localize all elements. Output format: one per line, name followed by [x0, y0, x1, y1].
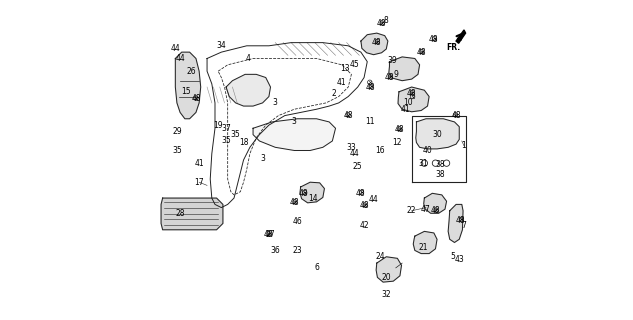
- Text: 16: 16: [375, 146, 385, 155]
- Polygon shape: [226, 74, 270, 106]
- Text: 45: 45: [349, 60, 360, 69]
- Text: 34: 34: [216, 41, 226, 50]
- Text: 48: 48: [344, 111, 353, 120]
- Text: 11: 11: [366, 117, 375, 126]
- Text: 48: 48: [372, 38, 382, 47]
- Text: 21: 21: [418, 243, 427, 252]
- Text: 48: 48: [451, 111, 461, 120]
- Text: 48: 48: [264, 230, 273, 239]
- Text: 18: 18: [239, 138, 248, 147]
- Text: 48: 48: [417, 48, 426, 57]
- Text: 44: 44: [369, 195, 379, 204]
- Text: 44: 44: [170, 44, 180, 53]
- Polygon shape: [253, 119, 335, 150]
- Text: 42: 42: [360, 220, 369, 229]
- Polygon shape: [448, 204, 463, 243]
- Polygon shape: [398, 87, 429, 112]
- Text: 48: 48: [191, 94, 201, 103]
- Text: 9: 9: [393, 70, 398, 79]
- Text: 26: 26: [186, 67, 196, 76]
- Polygon shape: [416, 119, 460, 149]
- Text: 3: 3: [260, 154, 265, 163]
- Text: 6: 6: [314, 263, 319, 272]
- Text: 48: 48: [430, 206, 441, 215]
- Text: 35: 35: [231, 130, 241, 139]
- Text: 24: 24: [375, 252, 385, 261]
- Text: 29: 29: [172, 127, 182, 136]
- Text: 48: 48: [289, 198, 299, 207]
- Text: 35: 35: [221, 136, 231, 146]
- Text: 41: 41: [337, 78, 347, 87]
- Text: 43: 43: [454, 255, 464, 264]
- Text: 12: 12: [392, 138, 402, 147]
- Polygon shape: [376, 257, 401, 282]
- Text: 41: 41: [401, 105, 410, 114]
- Text: 30: 30: [432, 130, 442, 139]
- Text: 28: 28: [175, 209, 185, 219]
- Text: 36: 36: [270, 246, 280, 255]
- Text: 7: 7: [461, 220, 467, 229]
- Text: 48: 48: [394, 125, 404, 134]
- Text: 41: 41: [194, 159, 204, 168]
- Text: 38: 38: [436, 160, 445, 169]
- Text: 15: 15: [182, 87, 191, 96]
- Text: 33: 33: [346, 143, 356, 152]
- Text: 23: 23: [292, 246, 303, 255]
- Polygon shape: [389, 57, 420, 81]
- Polygon shape: [300, 182, 325, 203]
- Text: 48: 48: [377, 19, 386, 28]
- Text: 31: 31: [418, 159, 427, 168]
- Text: 1: 1: [461, 141, 467, 150]
- Text: 48: 48: [299, 189, 309, 198]
- Text: 48: 48: [356, 189, 366, 198]
- Text: 2: 2: [332, 89, 336, 98]
- Text: 17: 17: [194, 178, 204, 187]
- Text: 25: 25: [353, 162, 363, 171]
- Text: 40: 40: [423, 146, 432, 155]
- Text: 48: 48: [407, 89, 417, 98]
- Polygon shape: [161, 198, 223, 230]
- Text: 48: 48: [366, 83, 375, 92]
- Text: 3: 3: [273, 99, 278, 108]
- Text: 44: 44: [349, 149, 360, 158]
- Text: 13: 13: [340, 63, 350, 73]
- Text: 46: 46: [292, 217, 303, 226]
- Text: 48: 48: [429, 35, 439, 44]
- Text: 22: 22: [407, 206, 417, 215]
- Text: 19: 19: [213, 121, 223, 130]
- Text: 10: 10: [404, 99, 413, 108]
- Text: 48: 48: [456, 216, 466, 225]
- Text: 38: 38: [436, 170, 445, 179]
- Text: 37: 37: [221, 124, 231, 133]
- Text: FR.: FR.: [446, 43, 461, 52]
- Text: 35: 35: [172, 146, 182, 155]
- Text: 5: 5: [451, 252, 455, 261]
- Text: 3: 3: [292, 117, 297, 126]
- Text: 48: 48: [360, 202, 369, 211]
- Text: 8: 8: [384, 16, 389, 25]
- Text: 27: 27: [266, 230, 275, 239]
- Text: 14: 14: [308, 194, 318, 203]
- Text: 39: 39: [388, 56, 398, 65]
- Polygon shape: [175, 52, 201, 119]
- Text: 44: 44: [175, 54, 185, 63]
- Text: 48: 48: [385, 73, 394, 82]
- Text: 47: 47: [421, 205, 431, 214]
- Polygon shape: [423, 193, 446, 213]
- Text: 20: 20: [382, 273, 391, 282]
- Polygon shape: [361, 33, 388, 55]
- Text: 32: 32: [382, 290, 391, 299]
- Text: 4: 4: [246, 54, 251, 63]
- Polygon shape: [413, 231, 437, 253]
- Polygon shape: [456, 30, 466, 43]
